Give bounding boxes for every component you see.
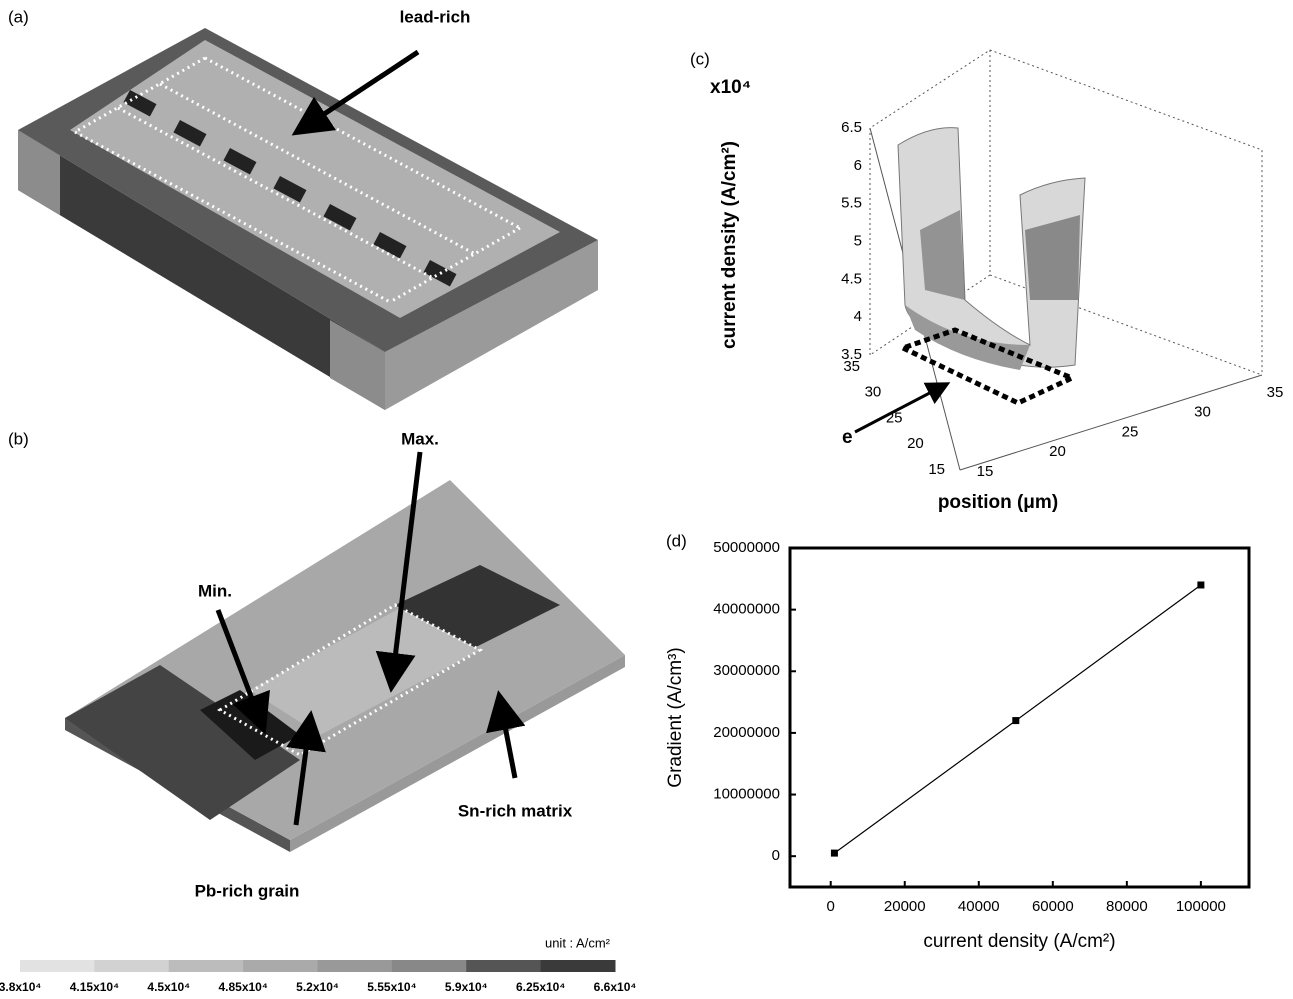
z-tick-label: 4 — [854, 308, 862, 325]
colorbar-label: 5.2x10⁴ — [296, 980, 339, 994]
colorbar-segment — [466, 960, 541, 972]
x-axis-label: position (μm) — [938, 492, 1058, 513]
annotation: Max. — [401, 429, 439, 448]
depth-tick-label: 30 — [865, 384, 882, 401]
colorbar-label: 5.9x10⁴ — [445, 980, 488, 994]
marker-label: e — [842, 427, 853, 448]
colorbar-segment — [318, 960, 393, 972]
multiplier: x10⁴ — [710, 77, 751, 98]
colorbar-segment — [243, 960, 318, 972]
z-tick-label: 6 — [854, 157, 862, 174]
panel-label: (d) — [666, 531, 687, 550]
annotation: Sn-rich matrix — [458, 801, 573, 820]
panel-label: (c) — [690, 49, 710, 68]
colorbar-unit: unit : A/cm² — [545, 935, 611, 950]
colorbar-segment — [94, 960, 169, 972]
colorbar-label: 3.8x10⁴ — [0, 980, 41, 994]
x-tick-label: 80000 — [1106, 898, 1148, 915]
colorbar-label: 6.25x10⁴ — [516, 980, 565, 994]
x-tick-label: 40000 — [958, 898, 1000, 915]
y-tick-label: 0 — [772, 847, 780, 864]
width-tick-label: 15 — [977, 463, 994, 480]
x-tick-label: 100000 — [1176, 898, 1226, 915]
depth-tick-label: 20 — [907, 435, 924, 452]
y-tick-label: 10000000 — [713, 786, 780, 803]
x-axis-label: current density (A/cm²) — [923, 931, 1115, 952]
y-tick-label: 30000000 — [713, 662, 780, 679]
surface — [898, 128, 1085, 370]
panel-label: (b) — [8, 429, 29, 448]
depth-tick-label: 15 — [928, 461, 945, 478]
data-point — [1012, 717, 1019, 724]
z-tick-label: 5.5 — [841, 195, 862, 212]
depth-tick-label: 35 — [843, 358, 860, 375]
depth-tick-label: 25 — [886, 409, 903, 426]
z-axis-label: current density (A/cm²) — [719, 141, 740, 349]
data-point — [1197, 581, 1204, 588]
y-tick-label: 50000000 — [713, 539, 780, 556]
z-tick-label: 6.5 — [841, 119, 862, 136]
y-tick-label: 40000000 — [713, 601, 780, 618]
annotation: lead-rich — [400, 7, 471, 26]
annotation: Min. — [198, 581, 232, 600]
data-point — [831, 850, 838, 857]
width-tick-label: 35 — [1267, 384, 1284, 401]
colorbar-segment — [392, 960, 467, 972]
x-tick-label: 60000 — [1032, 898, 1074, 915]
colorbar-label: 4.5x10⁴ — [147, 980, 190, 994]
solder-block — [18, 28, 598, 410]
colorbar-label: 6.6x10⁴ — [594, 980, 637, 994]
z-tick-label: 4.5 — [841, 270, 862, 287]
y-tick-label: 20000000 — [713, 724, 780, 741]
solder-slab — [65, 480, 625, 852]
y-axis-label: Gradient (A/cm³) — [665, 647, 686, 787]
colorbar-segment — [20, 960, 95, 972]
z-tick-label: 5 — [854, 232, 862, 249]
figure: (a) lead-rich (b) Max. Min. Sn-rich matr… — [0, 0, 1293, 999]
x-tick-label: 0 — [827, 898, 835, 915]
colorbar-label: 4.85x10⁴ — [218, 980, 267, 994]
width-tick-label: 20 — [1049, 443, 1066, 460]
width-tick-label: 30 — [1194, 404, 1211, 421]
x-tick-label: 20000 — [884, 898, 926, 915]
annotation: Pb-rich grain — [195, 881, 300, 900]
colorbar-label: 4.15x10⁴ — [70, 980, 119, 994]
colorbar-label: 5.55x10⁴ — [367, 980, 416, 994]
width-tick-label: 25 — [1122, 423, 1139, 440]
colorbar-segment — [169, 960, 244, 972]
panel-label: (a) — [8, 7, 29, 26]
colorbar-segment — [541, 960, 616, 972]
